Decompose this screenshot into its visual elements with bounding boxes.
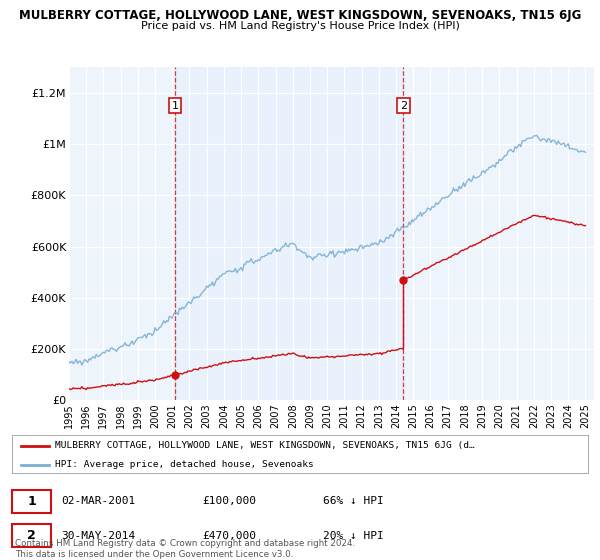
Bar [175,67,403,400]
Text: Price paid vs. HM Land Registry's House Price Index (HPI): Price paid vs. HM Land Registry's House … [140,21,460,31]
Text: 1: 1 [27,494,36,508]
FancyBboxPatch shape [12,525,51,547]
Text: 1: 1 [172,101,179,111]
Text: £470,000: £470,000 [202,531,256,541]
Text: 2: 2 [400,101,407,111]
Text: 02-MAR-2001: 02-MAR-2001 [61,496,135,506]
Text: HPI: Average price, detached house, Sevenoaks: HPI: Average price, detached house, Seve… [55,460,314,469]
Text: 2: 2 [27,529,36,543]
Text: £100,000: £100,000 [202,496,256,506]
Text: MULBERRY COTTAGE, HOLLYWOOD LANE, WEST KINGSDOWN, SEVENOAKS, TN15 6JG (d…: MULBERRY COTTAGE, HOLLYWOOD LANE, WEST K… [55,441,475,450]
Text: 66% ↓ HPI: 66% ↓ HPI [323,496,384,506]
FancyBboxPatch shape [12,489,51,512]
Text: 20% ↓ HPI: 20% ↓ HPI [323,531,384,541]
Text: 30-MAY-2014: 30-MAY-2014 [61,531,135,541]
Text: MULBERRY COTTAGE, HOLLYWOOD LANE, WEST KINGSDOWN, SEVENOAKS, TN15 6JG: MULBERRY COTTAGE, HOLLYWOOD LANE, WEST K… [19,9,581,22]
Text: Contains HM Land Registry data © Crown copyright and database right 2024.
This d: Contains HM Land Registry data © Crown c… [15,539,355,559]
